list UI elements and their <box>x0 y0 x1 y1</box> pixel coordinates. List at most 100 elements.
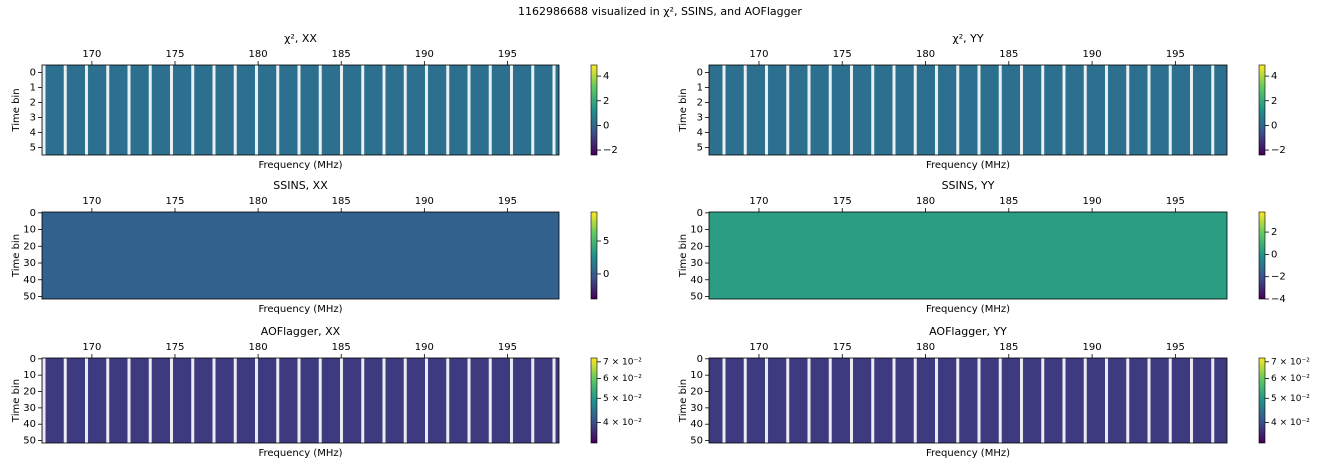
y-tick-label: 10 <box>23 225 36 236</box>
x-tick-label: 170 <box>749 196 768 207</box>
y-tick-label: 30 <box>690 258 703 269</box>
y-tick-label: 0 <box>697 68 703 79</box>
x-axis-label: Frequency (MHz) <box>258 448 342 459</box>
y-axis-label: Time bin <box>11 234 22 278</box>
x-tick-label: 180 <box>916 342 935 353</box>
x-tick-label: 185 <box>999 49 1018 60</box>
colorbar-tick-label: 6 × 10⁻² <box>1271 374 1310 384</box>
y-tick-label: 3 <box>30 113 36 124</box>
y-tick-label: 0 <box>30 208 36 219</box>
colorbar <box>590 64 598 156</box>
panel-title: AOFlagger, YY <box>929 325 1007 338</box>
y-tick-label: 30 <box>690 403 703 414</box>
y-tick-label: 0 <box>697 354 703 365</box>
y-tick-label: 10 <box>690 370 703 381</box>
colorbar-tick-label: 2 <box>603 96 609 107</box>
colorbar <box>1258 211 1266 300</box>
plot-frame <box>708 357 1228 444</box>
colorbar-tick-label: 5 × 10⁻² <box>603 394 642 404</box>
colorbar-tick-label: 4 <box>1271 71 1277 82</box>
plot-frame <box>41 64 560 156</box>
x-axis-label: Frequency (MHz) <box>258 160 342 171</box>
colorbar-tick-label: −2 <box>1271 145 1286 156</box>
y-tick-label: 4 <box>697 128 703 139</box>
y-tick-label: 50 <box>23 291 36 302</box>
x-tick-label: 190 <box>1083 49 1102 60</box>
panel-title: χ², XX <box>284 32 317 45</box>
flagged-channels <box>709 358 1227 443</box>
figure-title: 1162986688 visualized in χ², SSINS, and … <box>518 5 802 18</box>
colorbar-tick-label: 7 × 10⁻² <box>1271 357 1310 367</box>
panel-title: χ², YY <box>952 32 983 45</box>
flagged-channels <box>709 65 1227 155</box>
x-tick-label: 185 <box>999 196 1018 207</box>
y-tick-label: 4 <box>30 128 36 139</box>
y-tick-label: 2 <box>30 98 36 109</box>
y-tick-label: 20 <box>690 241 703 252</box>
x-tick-label: 180 <box>249 49 268 60</box>
colorbar-tick-label: 7 × 10⁻² <box>603 357 642 367</box>
colorbar <box>590 357 598 444</box>
y-tick-label: 50 <box>690 291 703 302</box>
y-tick-label: 5 <box>30 143 36 154</box>
colorbar-tick-label: −2 <box>603 145 618 156</box>
flagged-channels <box>42 65 559 155</box>
y-tick-label: 0 <box>697 208 703 219</box>
plot-frame <box>708 211 1228 300</box>
y-tick-label: 0 <box>30 354 36 365</box>
x-tick-label: 195 <box>1166 342 1185 353</box>
x-tick-label: 185 <box>999 342 1018 353</box>
plot-frame <box>41 211 560 300</box>
x-tick-label: 170 <box>749 342 768 353</box>
y-tick-label: 1 <box>697 83 703 94</box>
y-tick-label: 20 <box>690 387 703 398</box>
colorbar-tick-label: 6 × 10⁻² <box>603 374 642 384</box>
colorbar-tick-label: −4 <box>1271 294 1286 305</box>
colorbar <box>1258 64 1266 156</box>
x-tick-label: 170 <box>82 342 101 353</box>
y-tick-label: 40 <box>690 275 703 286</box>
y-tick-label: 40 <box>23 419 36 430</box>
y-tick-label: 30 <box>23 258 36 269</box>
y-tick-label: 10 <box>23 370 36 381</box>
x-tick-label: 170 <box>749 49 768 60</box>
x-tick-label: 195 <box>1166 49 1185 60</box>
colorbar <box>590 211 598 300</box>
colorbar-tick-label: 0 <box>1271 249 1277 260</box>
colorbar-tick-label: −2 <box>1271 272 1286 283</box>
x-tick-label: 190 <box>415 49 434 60</box>
colorbar-tick-label: 0 <box>1271 120 1277 131</box>
y-tick-label: 10 <box>690 225 703 236</box>
y-tick-label: 30 <box>23 403 36 414</box>
x-tick-label: 175 <box>165 342 184 353</box>
y-tick-label: 20 <box>23 241 36 252</box>
colorbar-tick-label: 2 <box>1271 96 1277 107</box>
y-axis-label: Time bin <box>678 379 689 423</box>
x-tick-label: 195 <box>498 196 517 207</box>
y-axis-label: Time bin <box>11 88 22 132</box>
plot-frame <box>708 64 1228 156</box>
y-tick-label: 5 <box>697 143 703 154</box>
colorbar-tick-label: 0 <box>603 269 609 280</box>
colorbar-tick-label: 5 <box>603 236 609 247</box>
panel-title: AOFlagger, XX <box>261 325 341 338</box>
heatmap-area <box>42 212 559 299</box>
x-tick-label: 195 <box>498 49 517 60</box>
colorbar-tick-label: 4 × 10⁻² <box>603 418 642 428</box>
x-tick-label: 180 <box>916 49 935 60</box>
colorbar-tick-label: 5 × 10⁻² <box>1271 394 1310 404</box>
x-axis-label: Frequency (MHz) <box>926 160 1010 171</box>
y-tick-label: 1 <box>30 83 36 94</box>
x-tick-label: 175 <box>833 49 852 60</box>
y-tick-label: 3 <box>697 113 703 124</box>
y-axis-label: Time bin <box>11 379 22 423</box>
x-tick-label: 180 <box>916 196 935 207</box>
x-tick-label: 195 <box>1166 196 1185 207</box>
y-axis-label: Time bin <box>678 88 689 132</box>
y-tick-label: 50 <box>23 436 36 447</box>
x-tick-label: 180 <box>249 196 268 207</box>
heatmap-area <box>709 212 1227 299</box>
colorbar-tick-label: 0 <box>603 120 609 131</box>
x-tick-label: 175 <box>165 49 184 60</box>
